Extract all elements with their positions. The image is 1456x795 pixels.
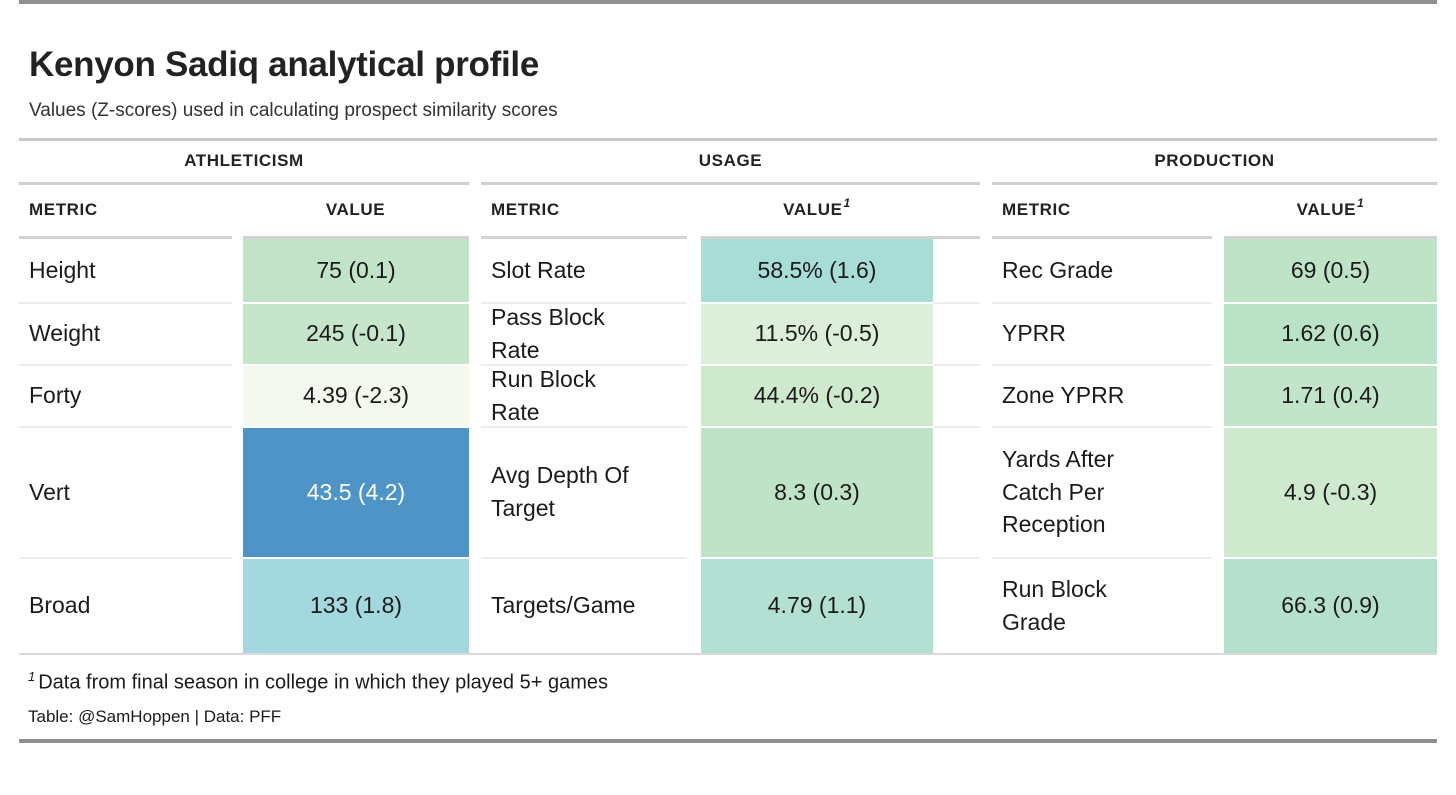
metric-cell: Run Block Grade xyxy=(992,556,1212,653)
metric-cell: Pass Block Rate xyxy=(481,301,687,364)
metric-cell: Vert xyxy=(19,425,232,557)
page-title: Kenyon Sadiq analytical profile xyxy=(29,45,539,84)
source-credit: Table: @SamHoppen | Data: PFF xyxy=(28,707,282,727)
metric-cell: Broad xyxy=(19,556,232,653)
bottom-rule xyxy=(19,739,1437,744)
value-cell: 11.5% (-0.5) xyxy=(701,301,933,364)
analytical-profile-table: ATHLETICISM USAGE PRODUCTION METRIC VALU… xyxy=(19,137,1437,655)
footnote-superscript: 1 xyxy=(28,668,36,684)
value-cell: 8.3 (0.3) xyxy=(701,425,933,557)
value-cell: 4.39 (-2.3) xyxy=(243,363,469,426)
value-cell: 44.4% (-0.2) xyxy=(701,363,933,426)
footnote-mark: 1 xyxy=(843,196,851,210)
column-spacer xyxy=(933,363,980,426)
value-cell: 69 (0.5) xyxy=(1224,238,1437,302)
col-header-value-usage: VALUE 1 xyxy=(701,185,933,239)
metric-cell: Yards After Catch Per Reception xyxy=(992,425,1212,557)
col-header-metric-usage: METRIC xyxy=(481,185,687,239)
metric-cell: Weight xyxy=(19,301,232,364)
metric-cell: Avg Depth Of Target xyxy=(481,425,687,557)
metric-cell: Rec Grade xyxy=(992,238,1212,302)
col-header-metric-athleticism: METRIC xyxy=(19,185,232,239)
value-cell: 4.9 (-0.3) xyxy=(1224,425,1437,557)
value-cell: 4.79 (1.1) xyxy=(701,556,933,653)
metric-cell: Targets/Game xyxy=(481,556,687,653)
metric-cell: Slot Rate xyxy=(481,238,687,302)
top-rule xyxy=(19,0,1437,4)
group-header-usage: USAGE xyxy=(481,141,980,185)
value-cell: 75 (0.1) xyxy=(243,238,469,302)
metric-cell: Height xyxy=(19,238,232,302)
value-cell: 1.71 (0.4) xyxy=(1224,363,1437,426)
value-cell: 1.62 (0.6) xyxy=(1224,301,1437,364)
footnote-mark: 1 xyxy=(1357,196,1365,210)
col-header-value-athleticism: VALUE xyxy=(243,185,469,239)
column-spacer xyxy=(933,301,980,364)
metric-cell: Zone YPRR xyxy=(992,363,1212,426)
metric-cell: Run Block Rate xyxy=(481,363,687,426)
header-spacer xyxy=(933,185,980,239)
value-cell: 66.3 (0.9) xyxy=(1224,556,1437,653)
group-header-athleticism: ATHLETICISM xyxy=(19,141,469,185)
metric-cell: YPRR xyxy=(992,301,1212,364)
footnote: 1 Data from final season in college in wh… xyxy=(28,669,1456,695)
value-cell: 245 (-0.1) xyxy=(243,301,469,364)
column-spacer xyxy=(933,425,980,557)
group-header-production: PRODUCTION xyxy=(992,141,1437,185)
value-cell: 43.5 (4.2) xyxy=(243,425,469,557)
page-subtitle: Values (Z-scores) used in calculating pr… xyxy=(29,99,558,121)
footnote-text: Data from final season in college in whi… xyxy=(38,671,608,694)
metric-cell: Forty xyxy=(19,363,232,426)
column-spacer xyxy=(933,556,980,653)
value-cell: 58.5% (1.6) xyxy=(701,238,933,302)
col-header-value-production: VALUE 1 xyxy=(1224,185,1437,239)
col-header-metric-production: METRIC xyxy=(992,185,1212,239)
value-cell: 133 (1.8) xyxy=(243,556,469,653)
column-spacer xyxy=(933,238,980,302)
